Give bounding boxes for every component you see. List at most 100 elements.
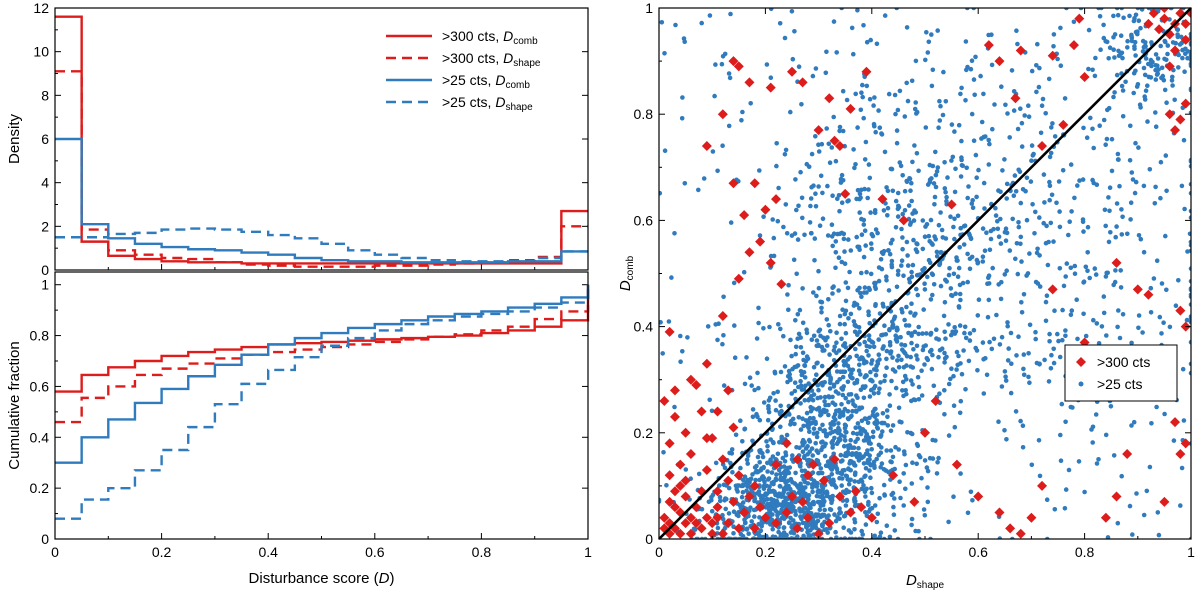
scatter-point-25cts	[786, 520, 792, 526]
scatter-point-25cts	[815, 382, 821, 388]
scatter-point-25cts	[882, 149, 888, 155]
scatter-point-25cts	[1176, 52, 1181, 58]
scatter-point-25cts	[831, 348, 837, 353]
scatter-point-25cts	[816, 328, 821, 334]
scatter-point-25cts	[815, 360, 820, 366]
scatter-point-25cts	[835, 196, 840, 201]
scatter-point-25cts	[909, 516, 915, 522]
scatter-point-25cts	[1153, 124, 1159, 129]
scatter-point-25cts	[1058, 458, 1064, 464]
scatter-point-25cts	[1025, 271, 1031, 276]
scatter-point-25cts	[890, 188, 896, 194]
scatter-point-25cts	[816, 149, 822, 154]
scatter-point-25cts	[843, 423, 849, 429]
scatter-point-25cts	[1099, 324, 1105, 329]
scatter-point-25cts	[1150, 59, 1155, 65]
scatter-point-25cts	[877, 495, 882, 501]
scatter-point-300cts	[1111, 491, 1122, 502]
scatter-point-25cts	[958, 225, 963, 231]
scatter-point-300cts	[787, 491, 797, 502]
scatter-point-25cts	[1014, 241, 1020, 246]
scatter-point-25cts	[965, 64, 970, 70]
scatter-point-25cts	[738, 465, 743, 471]
density-ytick-label: 6	[41, 131, 49, 147]
scatter-point-25cts	[951, 403, 957, 409]
scatter-point-300cts	[659, 395, 670, 406]
scatter-point-25cts	[930, 163, 936, 169]
scatter-point-25cts	[868, 369, 873, 375]
scatter-point-25cts	[982, 248, 988, 253]
scatter-point-25cts	[897, 479, 902, 485]
scatter-point-300cts	[920, 427, 930, 438]
scatter-point-25cts	[1002, 428, 1007, 433]
scatter-point-25cts	[925, 50, 931, 55]
scatter-point-25cts	[859, 90, 864, 95]
scatter-point-25cts	[1129, 423, 1134, 428]
scatter-point-25cts	[926, 233, 932, 239]
scatter-point-25cts	[969, 58, 975, 63]
scatter-point-25cts	[790, 366, 795, 372]
scatter-point-25cts	[1069, 308, 1075, 313]
scatter-point-25cts	[834, 330, 839, 336]
scatter-point-25cts	[807, 422, 812, 427]
scatter-point-25cts	[810, 489, 815, 495]
scatter-point-25cts	[830, 442, 836, 448]
scatter-point-25cts	[820, 502, 826, 508]
scatter-point-25cts	[1070, 405, 1075, 410]
scatter-point-25cts	[867, 415, 872, 421]
scatter-point-25cts	[1027, 322, 1033, 328]
density-ytick-label: 12	[33, 0, 49, 16]
scatter-point-25cts	[974, 175, 979, 180]
scatter-point-25cts	[942, 350, 947, 356]
scatter-point-25cts	[916, 384, 922, 390]
scatter-point-25cts	[864, 373, 869, 379]
scatter-point-25cts	[1015, 41, 1020, 47]
scatter-point-25cts	[1136, 18, 1142, 24]
scatter-point-25cts	[900, 388, 905, 393]
scatter-xtick-label: 0.8	[1075, 544, 1095, 560]
scatter-point-25cts	[712, 93, 717, 99]
scatter-point-300cts	[1175, 305, 1186, 316]
scatter-point-25cts	[1004, 181, 1010, 187]
scatter-point-25cts	[1103, 432, 1109, 438]
scatter-point-300cts	[1015, 528, 1026, 539]
scatter-point-25cts	[998, 241, 1004, 246]
scatter-point-25cts	[795, 237, 801, 242]
scatter-point-25cts	[782, 364, 788, 369]
scatter-point-25cts	[876, 452, 881, 458]
scatter-point-25cts	[735, 483, 740, 488]
scatter-ytick-label: 1	[645, 0, 653, 16]
scatter-point-25cts	[887, 251, 893, 257]
scatter-point-25cts	[1033, 329, 1038, 335]
scatter-point-25cts	[1041, 220, 1046, 226]
scatter-point-25cts	[965, 510, 971, 516]
scatter-point-25cts	[778, 424, 783, 430]
scatter-point-25cts	[1098, 47, 1103, 52]
scatter-point-25cts	[1015, 126, 1021, 132]
scatter-point-25cts	[901, 471, 906, 476]
scatter-point-25cts	[789, 353, 794, 359]
scatter-point-25cts	[706, 499, 712, 505]
scatter-point-25cts	[1009, 361, 1014, 367]
scatter-point-25cts	[900, 235, 905, 240]
scatter-point-25cts	[820, 190, 825, 196]
scatter-point-25cts	[928, 217, 934, 223]
scatter-point-25cts	[946, 381, 952, 387]
scatter-point-25cts	[843, 298, 849, 304]
scatter-point-25cts	[872, 503, 878, 508]
scatter-point-25cts	[867, 320, 872, 326]
scatter-point-25cts	[996, 419, 1001, 425]
scatter-point-25cts	[1069, 209, 1074, 214]
scatter-point-25cts	[878, 530, 884, 535]
scatter-point-25cts	[1130, 177, 1136, 182]
scatter-point-25cts	[900, 173, 905, 178]
scatter-point-25cts	[778, 369, 784, 375]
scatter-point-25cts	[929, 83, 935, 89]
scatter-point-25cts	[843, 308, 849, 314]
scatter-point-25cts	[900, 211, 905, 217]
scatter-point-25cts	[824, 317, 830, 322]
scatter-point-25cts	[975, 368, 980, 373]
scatter-point-25cts	[1041, 172, 1047, 177]
scatter-point-25cts	[1118, 33, 1124, 38]
scatter-point-25cts	[827, 431, 833, 436]
